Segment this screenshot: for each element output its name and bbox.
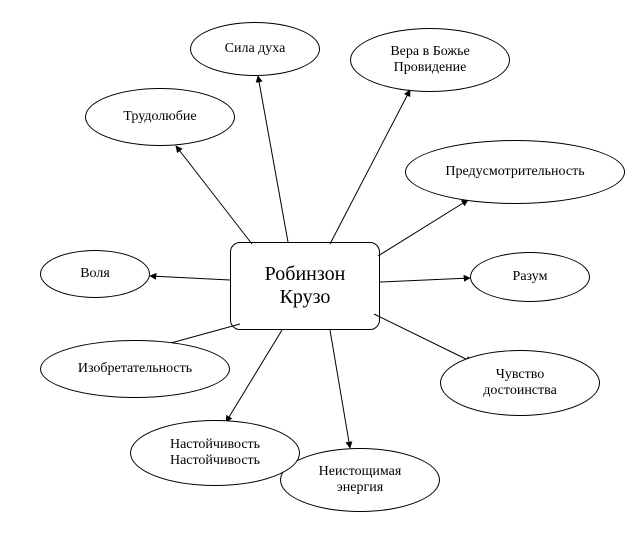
node-chuv: Чувство достоинства bbox=[440, 350, 600, 416]
node-nast: Настойчивость Настойчивость bbox=[130, 420, 300, 486]
node-label-chuv: Чувство достоинства bbox=[483, 367, 557, 399]
node-label-razum: Разум bbox=[513, 269, 548, 285]
node-volya: Воля bbox=[40, 250, 150, 298]
node-energ: Неистощимая энергия bbox=[280, 448, 440, 512]
edge-nast bbox=[226, 330, 282, 422]
node-vera: Вера в Божье Провидение bbox=[350, 28, 510, 92]
node-label-energ: Неистощимая энергия bbox=[319, 464, 402, 496]
edge-vera bbox=[330, 90, 410, 244]
edge-sila bbox=[258, 76, 288, 242]
edge-trud bbox=[176, 146, 252, 244]
node-label-vera: Вера в Божье Провидение bbox=[390, 44, 469, 76]
node-label-izobr: Изобретательность bbox=[78, 361, 192, 377]
node-label-volya: Воля bbox=[80, 266, 110, 282]
center-label: Робинзон Крузо bbox=[265, 263, 346, 309]
node-label-trud: Трудолюбие bbox=[123, 109, 196, 125]
node-sila: Сила духа bbox=[190, 22, 320, 76]
node-razum: Разум bbox=[470, 252, 590, 302]
node-label-nast: Настойчивость Настойчивость bbox=[170, 437, 260, 469]
diagram-canvas: Робинзон Крузо Трудолюбие Сила духа Вера в… bbox=[0, 0, 640, 542]
node-trud: Трудолюбие bbox=[85, 88, 235, 146]
edge-razum bbox=[380, 278, 470, 282]
edge-volya bbox=[150, 276, 230, 280]
edge-energ bbox=[330, 330, 350, 448]
node-pred: Предусмотрительность bbox=[405, 140, 625, 204]
node-izobr: Изобретательность bbox=[40, 340, 230, 398]
edge-pred bbox=[378, 200, 468, 256]
edge-chuv bbox=[374, 314, 472, 362]
node-label-sila: Сила духа bbox=[225, 41, 286, 57]
node-label-pred: Предусмотрительность bbox=[445, 164, 584, 180]
center-node: Робинзон Крузо bbox=[230, 242, 380, 330]
